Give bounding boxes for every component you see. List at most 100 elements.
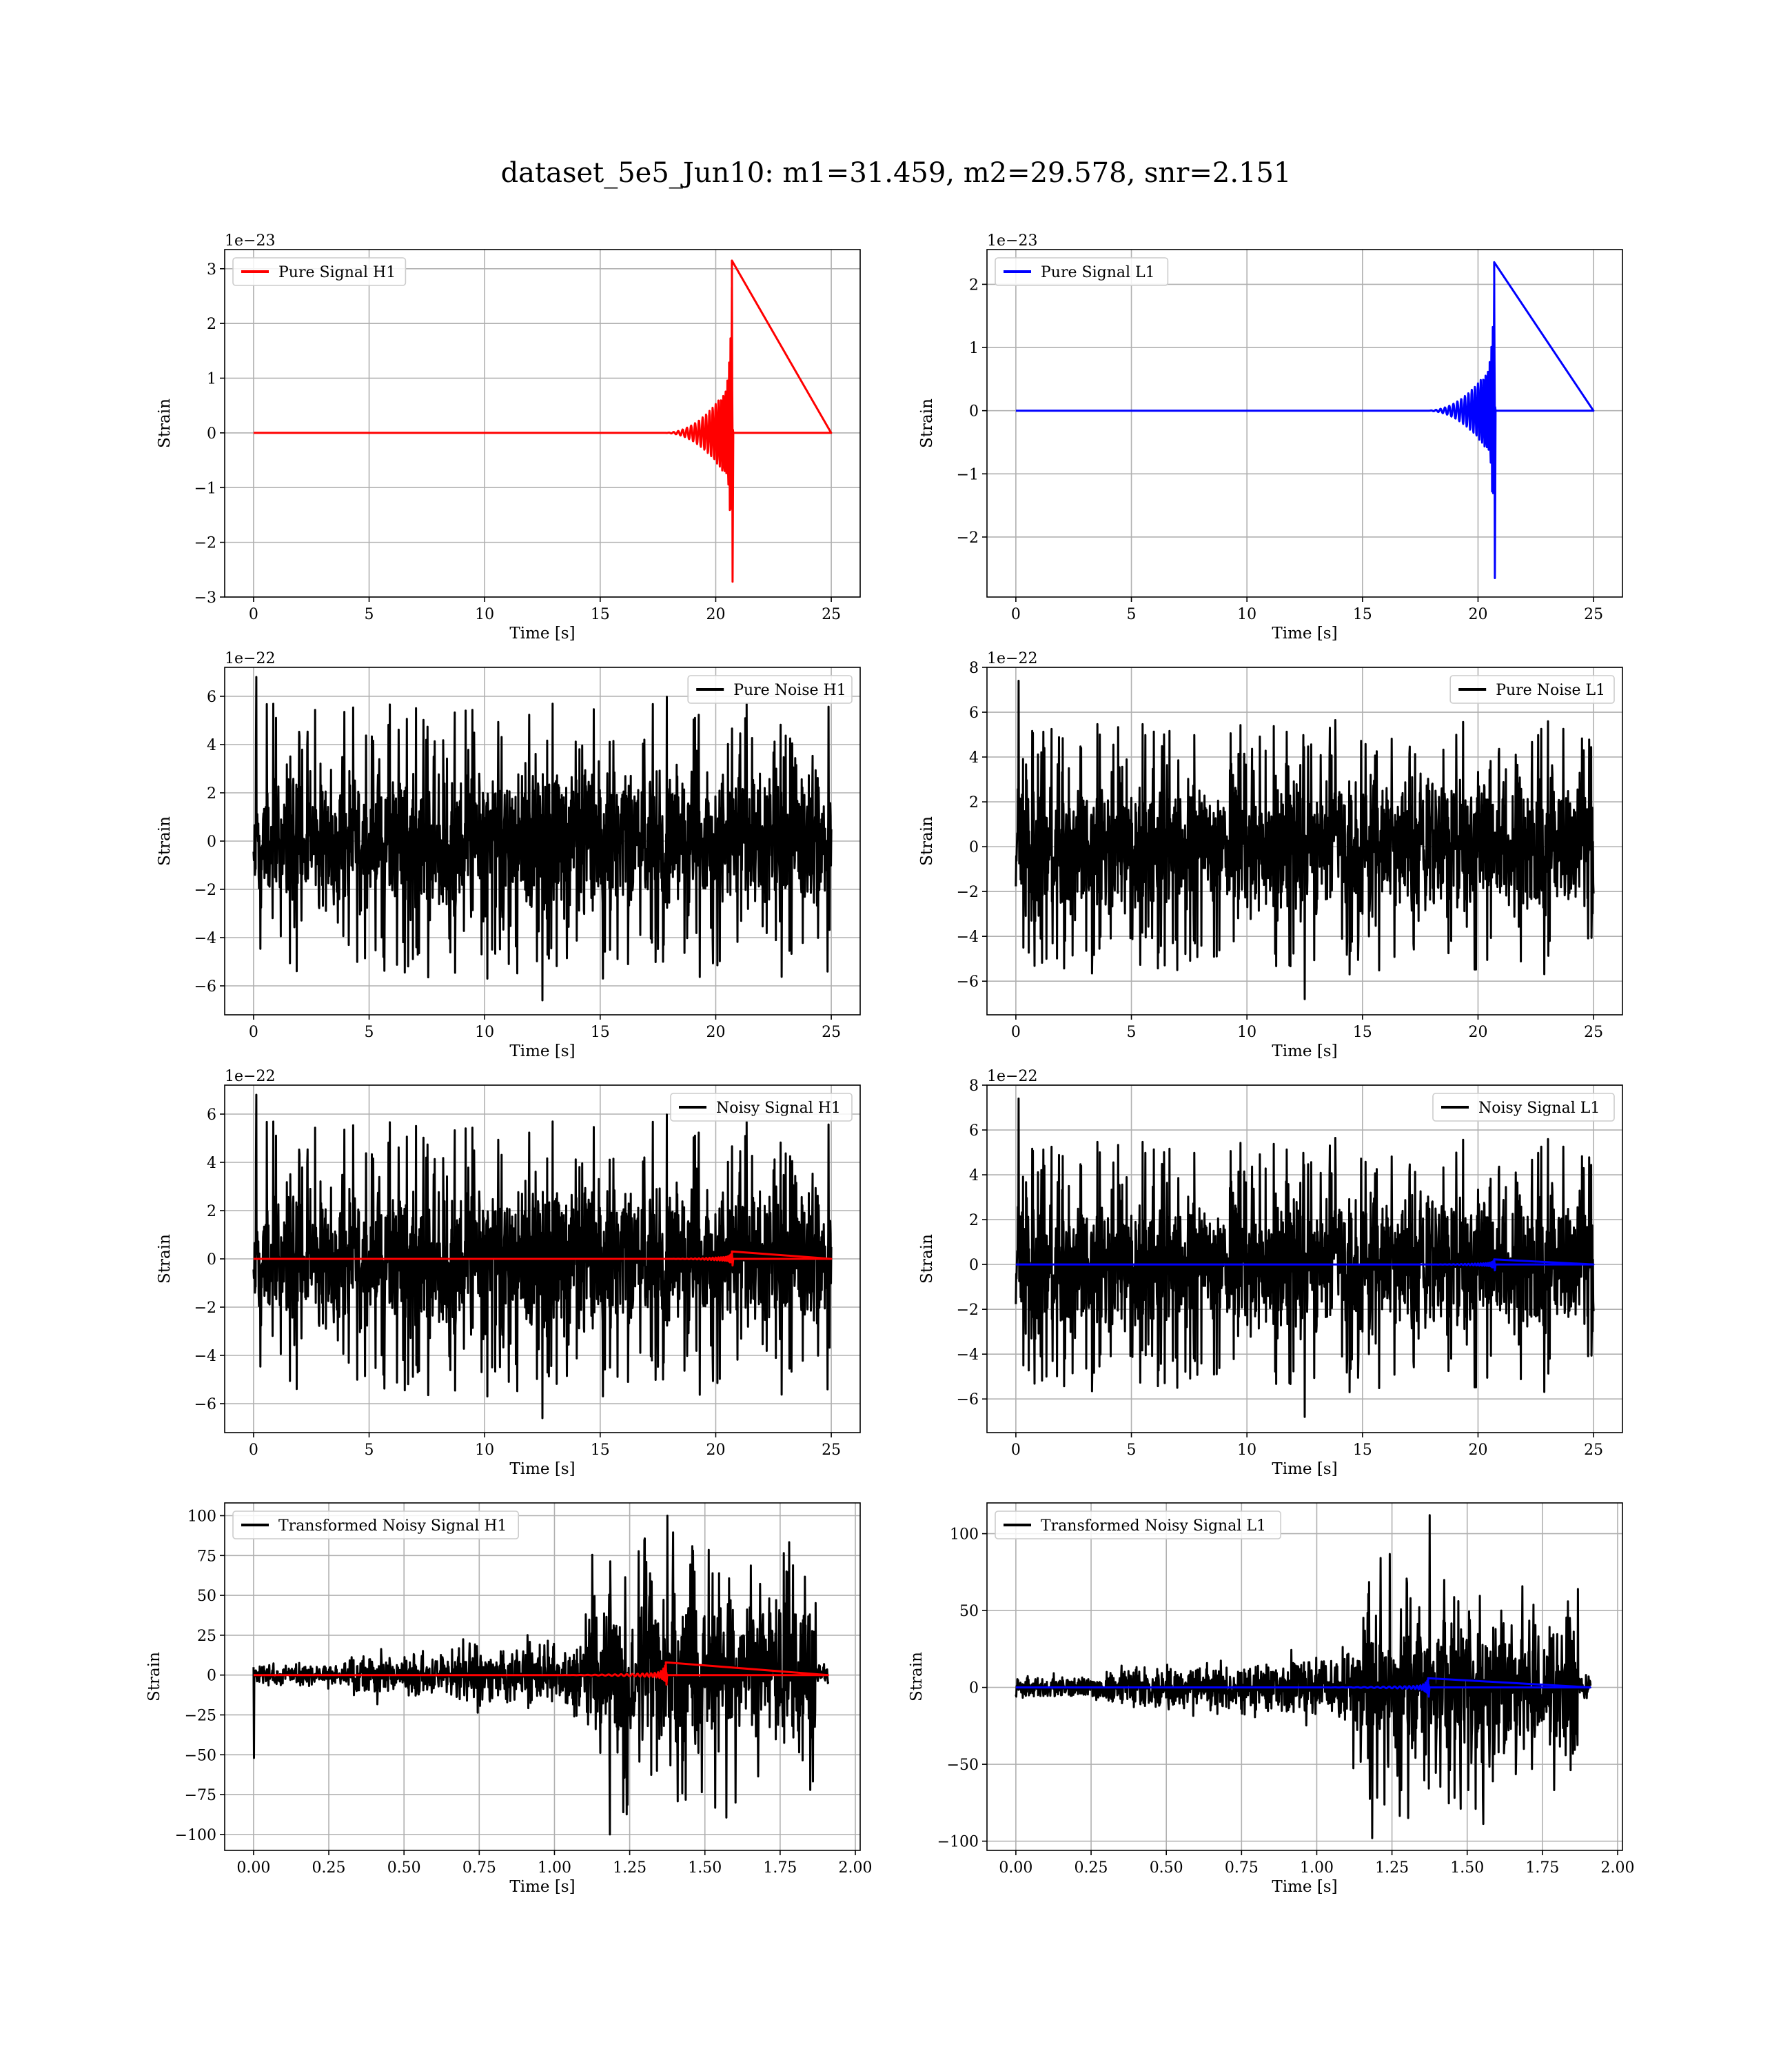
y-tick-label: 0 <box>969 839 979 856</box>
axes-frame <box>224 1502 861 1851</box>
y-tick-label: −4 <box>194 1348 216 1365</box>
transformed-noisy-signal-h1-line <box>252 1515 830 1836</box>
y-tick-label: 50 <box>197 1588 216 1605</box>
axes-frame <box>986 249 1623 598</box>
y-axis-label: Strain <box>908 1652 926 1701</box>
y-tick-label: 50 <box>959 1603 979 1620</box>
x-axis-label: Time [s] <box>509 625 575 643</box>
legend-label: Noisy Signal L1 <box>1478 1100 1600 1117</box>
y-tick-label: −100 <box>937 1834 979 1851</box>
legend: Transformed Noisy Signal L1 <box>995 1511 1282 1539</box>
pure-signal-h1-series-group <box>252 259 833 583</box>
x-tick-label: 0.00 <box>999 1859 1032 1877</box>
y-tick-label: −50 <box>185 1747 216 1764</box>
x-tick-label: 5 <box>365 1024 374 1041</box>
x-tick-label: 0 <box>249 1442 258 1459</box>
y-tick-label: 0 <box>207 425 216 443</box>
noisy-signal-l1-series-group <box>1015 1098 1595 1418</box>
y-tick-label: −4 <box>194 930 216 947</box>
y-tick-label: −6 <box>957 1391 979 1408</box>
pure-noise-h1-panel: 0 5 10 15 20 25 −6 −4 −2 0 2 4 6 Time [s] Strain 1e−22 P… <box>156 650 861 1060</box>
y-tick-label: 2 <box>207 1203 216 1220</box>
y-tick-label: 0 <box>969 1680 979 1697</box>
axes-frame <box>224 249 861 598</box>
legend: Pure Signal H1 <box>232 257 407 286</box>
x-tick-label: 20 <box>706 1024 725 1041</box>
legend: Pure Noise L1 <box>1449 675 1615 704</box>
transformed-noisy-signal-h1-panel: 0.00 0.25 0.50 0.75 1.00 1.25 1.50 1.75 2.00 −100… <box>145 1502 873 1896</box>
y-tick-label: 75 <box>197 1548 216 1565</box>
x-tick-label: 15 <box>591 1024 610 1041</box>
x-tick-label: 5 <box>365 1442 374 1459</box>
x-tick-label: 10 <box>475 1442 494 1459</box>
transformed-noisy-signal-l1-overlay-line <box>1015 1677 1591 1698</box>
y-tick-label: −2 <box>194 882 216 899</box>
x-tick-label: 25 <box>1584 1024 1603 1041</box>
noisy-signal-h1-panel: 0 5 10 15 20 25 −6 −4 −2 0 2 4 6 Time [s] Strain 1e−22 N… <box>156 1068 861 1478</box>
x-tick-label: 25 <box>1584 606 1603 623</box>
y-tick-label: −2 <box>957 529 979 547</box>
x-tick-label: 10 <box>1237 1024 1256 1041</box>
y-tick-label: −2 <box>957 884 979 901</box>
noisy-signal-l1-panel: 0 5 10 15 20 25 −6 −4 −2 0 2 4 6 8 Time [s] Strain 1e−22… <box>918 1068 1623 1478</box>
x-tick-label: 20 <box>706 606 725 623</box>
y-tick-label: −2 <box>194 535 216 552</box>
y-tick-label: 2 <box>969 276 979 294</box>
y-tick-label: −50 <box>947 1757 979 1774</box>
x-axis-label: Time [s] <box>1272 1042 1337 1060</box>
y-tick-label: −2 <box>957 1302 979 1319</box>
legend: Noisy Signal H1 <box>670 1093 853 1122</box>
x-tick-label: 20 <box>1468 606 1487 623</box>
y-tick-label: 8 <box>969 1078 979 1095</box>
legend: Pure Signal L1 <box>995 257 1169 286</box>
legend: Pure Noise H1 <box>687 675 853 704</box>
offset-text: 1e−22 <box>225 1068 275 1085</box>
x-tick-label: 15 <box>1353 1024 1372 1041</box>
y-axis-label: Strain <box>156 398 174 448</box>
legend-box <box>232 1511 520 1539</box>
x-axis-label: Time [s] <box>1272 1460 1337 1478</box>
y-tick-label: 100 <box>187 1508 216 1525</box>
y-tick-label: −100 <box>175 1827 216 1844</box>
y-tick-label: 4 <box>207 737 216 754</box>
x-tick-label: 5 <box>1127 1024 1137 1041</box>
x-tick-label: 25 <box>822 606 841 623</box>
x-tick-label: 0 <box>249 1024 258 1041</box>
legend-label: Transformed Noisy Signal H1 <box>278 1517 507 1535</box>
pure-noise-l1-series-group <box>1015 680 1595 1000</box>
pure-signal-l1-panel: 0 5 10 15 20 25 −2 −1 0 1 2 Time [s] Strain 1e−23Pure… <box>918 232 1623 643</box>
x-tick-label: 25 <box>822 1442 841 1459</box>
transformed-noisy-signal-l1-line <box>1015 1514 1592 1839</box>
offset-text: 1e−23 <box>225 232 275 250</box>
noisy-signal-l1-overlay-line <box>1015 1258 1595 1272</box>
y-tick-label: −1 <box>957 466 979 483</box>
x-tick-label: 0 <box>1011 1442 1021 1459</box>
offset-text: 1e−22 <box>987 650 1037 667</box>
offset-text: 1e−22 <box>225 650 275 667</box>
x-tick-label: 0.00 <box>236 1859 270 1877</box>
x-tick-label: 1.25 <box>1375 1859 1409 1877</box>
y-tick-label: −3 <box>194 589 216 607</box>
x-tick-label: 5 <box>1127 606 1137 623</box>
x-tick-label: 20 <box>1468 1024 1487 1041</box>
x-axis-label: Time [s] <box>1272 625 1337 643</box>
y-tick-label: 1 <box>969 340 979 357</box>
y-axis-label: Strain <box>918 1234 936 1284</box>
y-axis-label: Strain <box>156 1234 174 1284</box>
y-tick-label: 4 <box>969 1167 979 1184</box>
y-tick-label: 8 <box>969 660 979 677</box>
y-axis-label: Strain <box>918 816 936 866</box>
legend-box <box>1449 675 1615 704</box>
y-tick-label: 6 <box>969 705 979 722</box>
x-tick-label: 1.00 <box>1300 1859 1334 1877</box>
legend-label: Pure Noise L1 <box>1496 682 1605 699</box>
y-tick-label: −2 <box>194 1300 216 1317</box>
x-tick-label: 25 <box>1584 1442 1603 1459</box>
y-tick-label: 0 <box>207 834 216 851</box>
x-tick-label: 1.50 <box>688 1859 722 1877</box>
y-axis-label: Strain <box>156 816 174 866</box>
legend-label: Pure Signal L1 <box>1041 264 1155 281</box>
x-tick-label: 15 <box>591 1442 610 1459</box>
